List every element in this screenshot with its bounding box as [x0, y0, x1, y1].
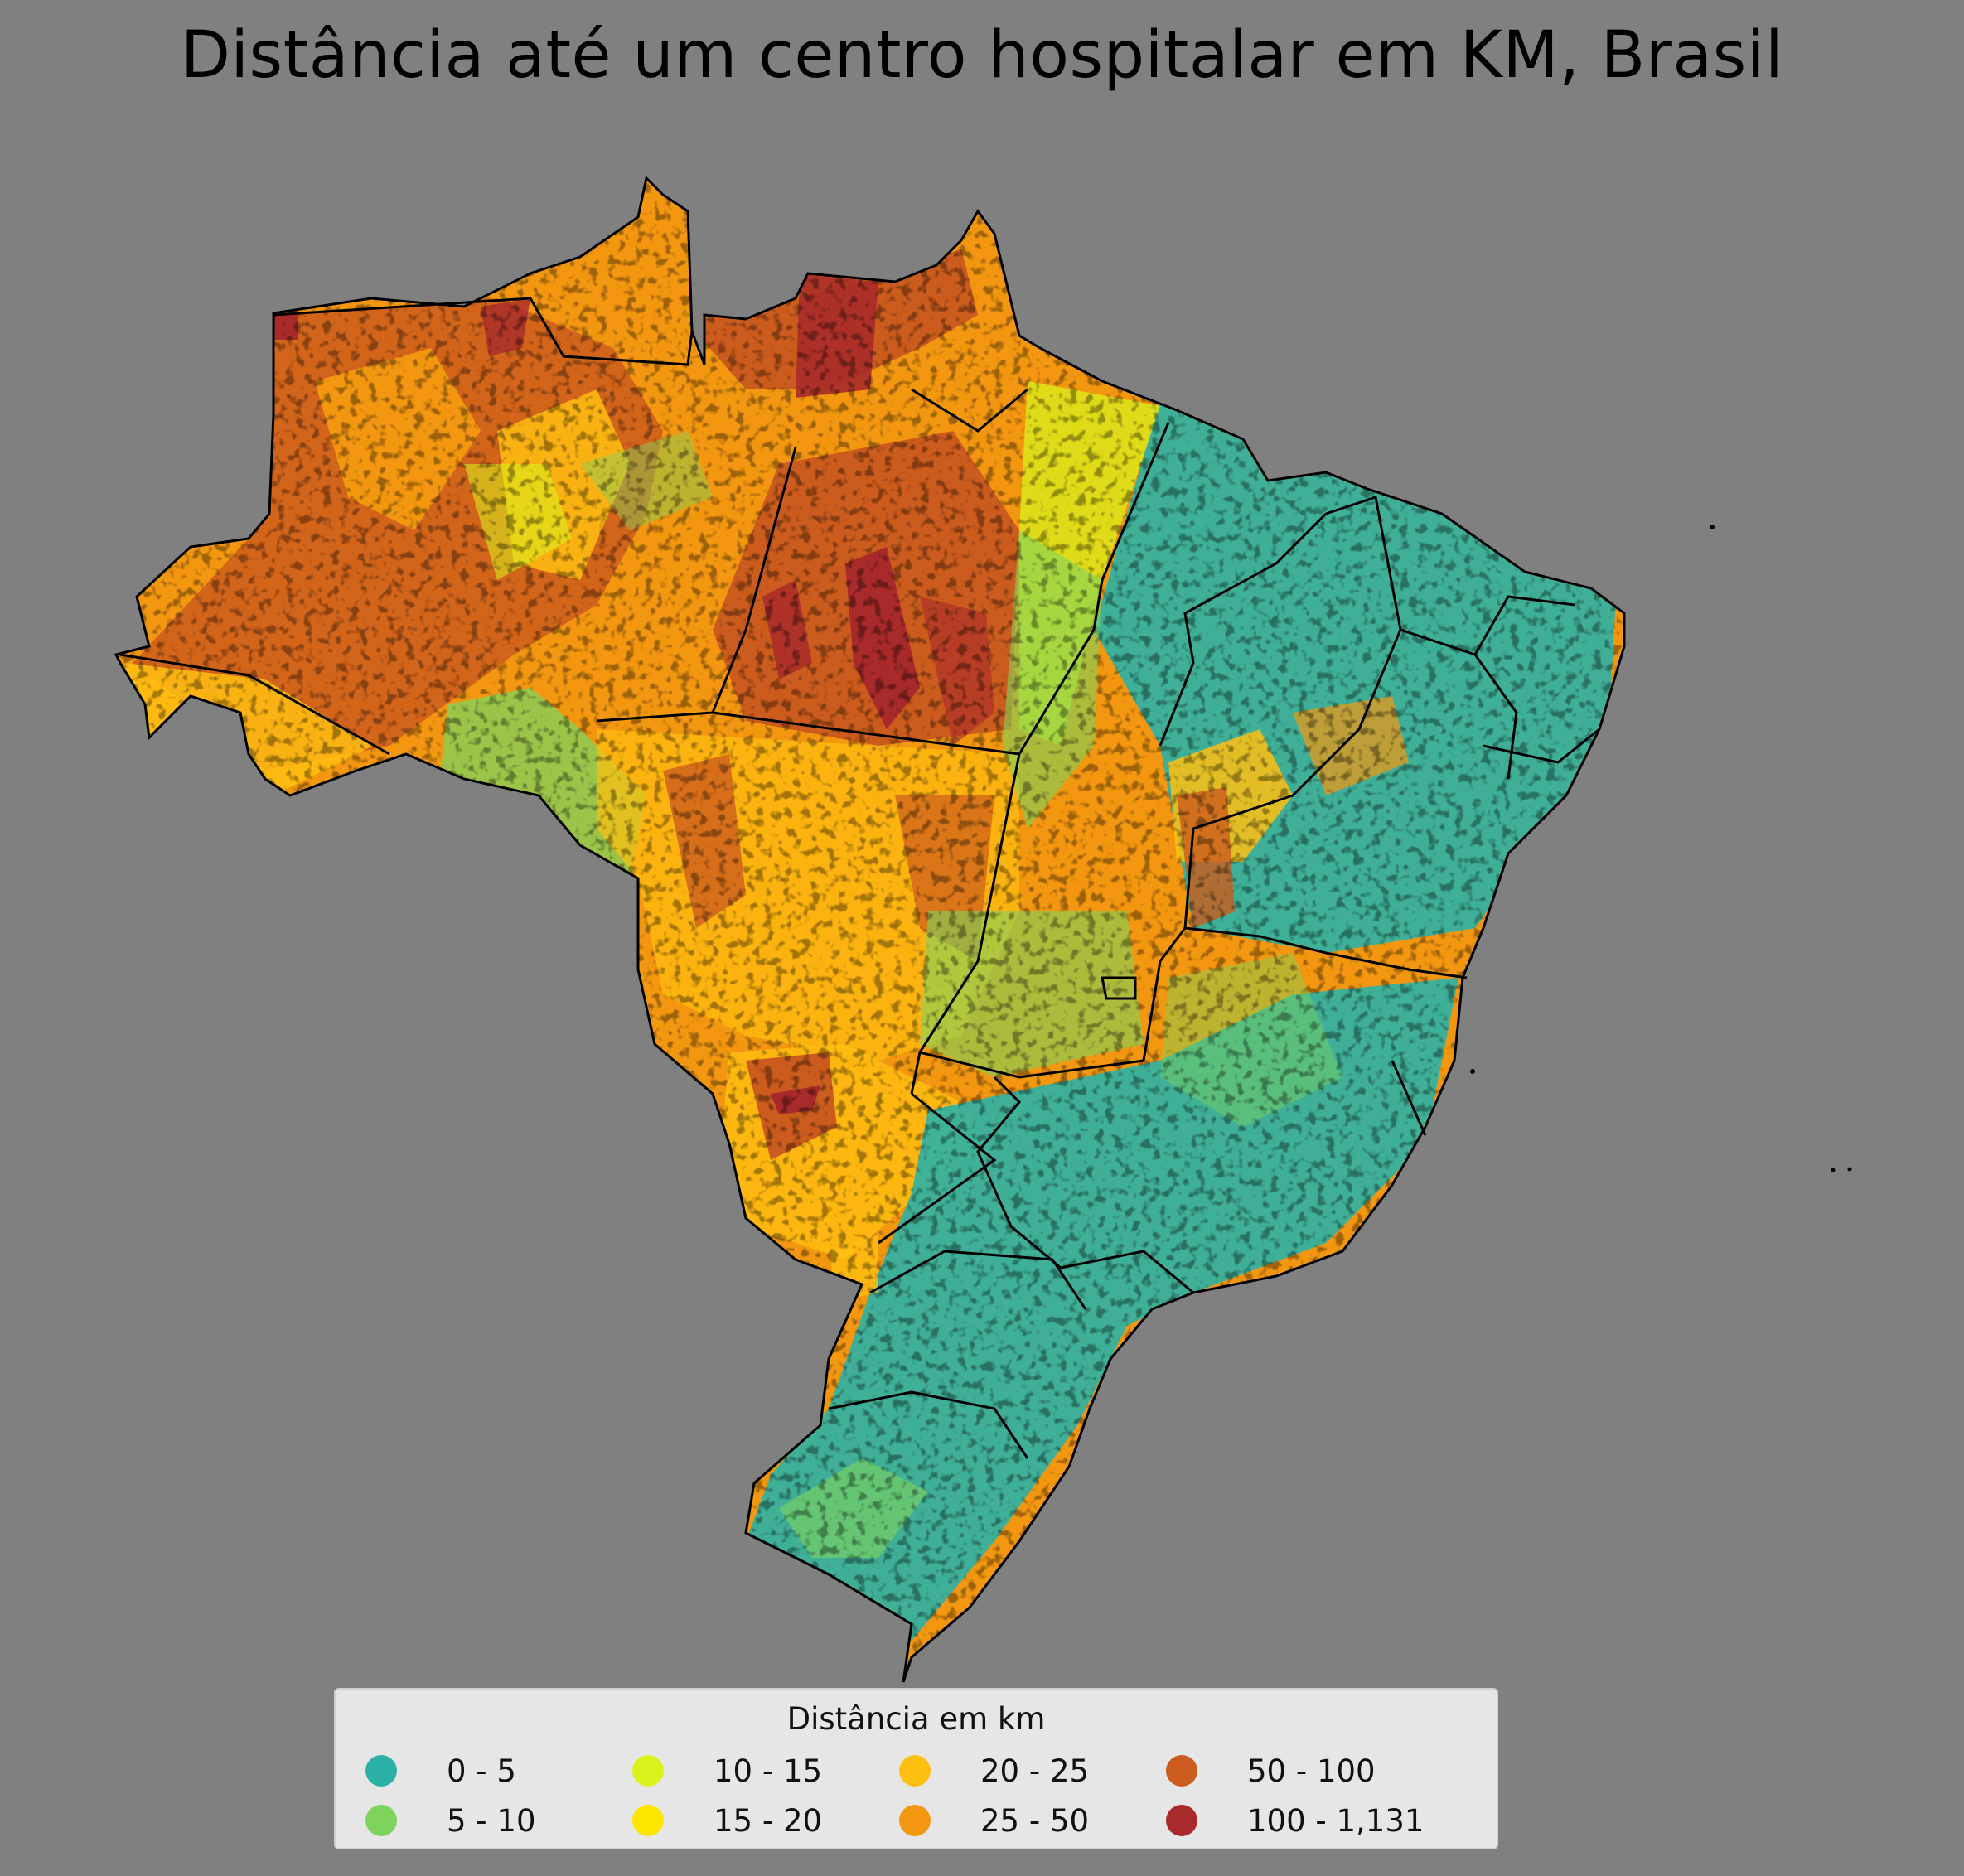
legend-swatch — [365, 1805, 397, 1836]
legend-swatch — [899, 1805, 931, 1836]
legend-swatch — [899, 1755, 931, 1787]
legend-label: 15 - 20 — [714, 1802, 823, 1839]
legend-label: 5 - 10 — [447, 1802, 536, 1839]
map-title: Distância até um centro hospitalar em KM… — [180, 18, 1784, 93]
legend-item: 100 - 1,131 — [1166, 1796, 1433, 1845]
legend-swatch — [1166, 1805, 1197, 1836]
legend-label: 20 - 25 — [980, 1753, 1090, 1789]
legend-item: 10 - 15 — [632, 1746, 899, 1796]
legend-item: 5 - 10 — [365, 1796, 632, 1845]
legend-item: 20 - 25 — [899, 1746, 1166, 1796]
legend-item: 25 - 50 — [899, 1796, 1166, 1845]
legend-label: 25 - 50 — [980, 1802, 1090, 1839]
legend-item: 15 - 20 — [632, 1796, 899, 1845]
legend-label: 50 - 100 — [1247, 1753, 1376, 1789]
legend-title: Distância em km — [786, 1701, 1046, 1737]
state-borders — [119, 297, 1600, 1459]
legend-swatch — [632, 1755, 664, 1787]
legend-item: 0 - 5 — [365, 1746, 632, 1796]
legend-label: 100 - 1,131 — [1247, 1802, 1425, 1839]
legend-item: 50 - 100 — [1166, 1746, 1433, 1796]
legend-label: 0 - 5 — [447, 1753, 516, 1789]
legend-label: 10 - 15 — [714, 1753, 823, 1789]
legend: Distância em km 0 - 5 5 - 10 10 - 15 15 … — [334, 1688, 1498, 1849]
legend-swatch — [1166, 1755, 1197, 1787]
legend-swatch — [632, 1805, 664, 1836]
legend-items: 0 - 5 5 - 10 10 - 15 15 - 20 20 - 25 25 … — [365, 1746, 1476, 1845]
legend-swatch — [365, 1755, 397, 1787]
